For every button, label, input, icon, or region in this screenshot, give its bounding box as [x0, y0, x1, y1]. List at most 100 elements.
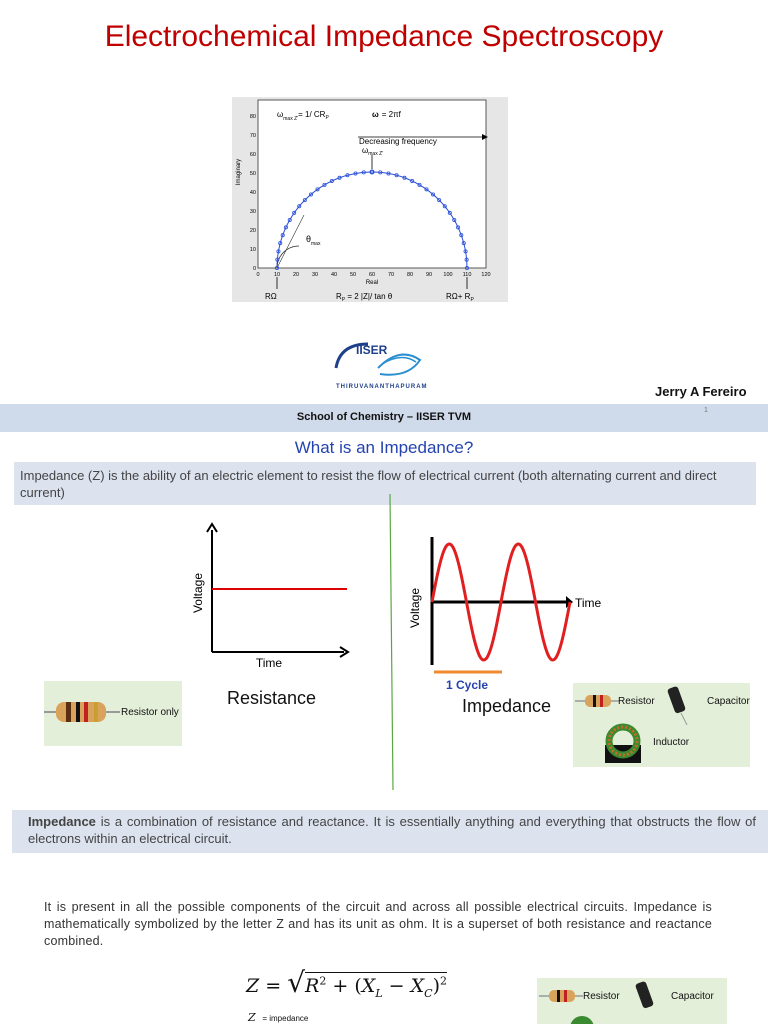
x-label: Time [256, 656, 283, 670]
curve-dot [437, 198, 442, 203]
curve-dot [275, 265, 280, 270]
formula-r: R [305, 975, 320, 997]
capacitor-icon [667, 686, 688, 725]
arrowhead [339, 646, 350, 658]
x-tick-label: 50 [350, 272, 356, 278]
logo-wave [377, 353, 422, 376]
x-tick-label: 120 [481, 272, 490, 278]
x-tick-label: 60 [369, 272, 375, 278]
resistor-body [56, 702, 106, 722]
curve-dot [276, 249, 281, 254]
curve-dot [280, 233, 285, 238]
curve-dot [292, 210, 297, 215]
y-tick-label: 60 [250, 152, 256, 158]
curve-dot [464, 257, 469, 262]
curve-dot [322, 182, 327, 187]
sine-wave [430, 542, 572, 662]
x-tick-label: 100 [443, 272, 452, 278]
title: Electrochemical Impedance Spectroscopy [104, 20, 664, 53]
r-sum: RΩ+ RP [446, 292, 474, 302]
theta-line [276, 214, 305, 269]
formula-x: X [410, 975, 425, 997]
capacitor-label: Capacitor [671, 991, 714, 1002]
curve-dot [459, 233, 464, 238]
curve-dot [337, 175, 342, 180]
legend: Z = impedance [248, 1011, 308, 1024]
x-tick-label: 80 [407, 272, 413, 278]
logo: IISER THIRUVANANTHAPURAM [334, 342, 427, 390]
curve-dot [417, 182, 422, 187]
y-tick-label: 40 [250, 190, 256, 196]
x-tick-label: 70 [388, 272, 394, 278]
curve-dot [424, 187, 429, 192]
x-label: Time [575, 596, 602, 610]
x-tick-label: 10 [274, 272, 280, 278]
curve-dot [410, 178, 415, 183]
curve-dot [464, 265, 469, 270]
resistor-icon [575, 695, 619, 707]
omega-label: ωmax Z'= 1/ CRP [277, 110, 329, 122]
curve-dot [329, 178, 334, 183]
logo-wave [381, 356, 417, 365]
y-tick-label: 70 [250, 133, 256, 139]
y-tick-label: 80 [250, 114, 256, 120]
footer: School of Chemistry – IISER TVM [296, 411, 472, 423]
y-tick-label: 10 [250, 247, 256, 253]
theta-arc [276, 245, 300, 269]
curve-dot [447, 210, 452, 215]
y-tick-label: 0 [253, 266, 256, 272]
arrowhead [482, 134, 488, 140]
definition-box: Impedance (Z) is the ability of an elect… [14, 462, 756, 505]
x-tick-label: 0 [256, 272, 259, 278]
graphs: Voltage Time Voltage Time 1 Cycle [191, 493, 602, 791]
curve-dot [353, 171, 358, 176]
capacitor-label: Capacitor [707, 696, 750, 707]
curve-dot [302, 198, 307, 203]
arrowhead [206, 522, 218, 533]
y-tick-label: 30 [250, 209, 256, 215]
curve-dot [287, 218, 292, 223]
legend-text: = impedance [262, 1014, 309, 1023]
curve-dot [297, 204, 302, 209]
resistor-label: Resistor only [121, 707, 179, 718]
curve-dot [278, 241, 283, 246]
resistor-icon [539, 990, 583, 1002]
decreasing-label: Decreasing frequency [359, 137, 437, 146]
curve-dot [461, 241, 466, 246]
inductor-label: Inductor [653, 737, 690, 748]
curve-dot [456, 225, 461, 230]
resistor-label: Resistor [583, 991, 620, 1002]
curve-dot [378, 170, 383, 175]
semicircle [276, 171, 468, 269]
formula-x: X [361, 975, 376, 997]
formula-exp: 2 [319, 974, 327, 988]
bold-term: Impedance [28, 814, 96, 829]
page-number: 1 [704, 407, 708, 414]
top-dot [369, 169, 375, 175]
logo-name: IISER [356, 343, 388, 357]
y-label: Voltage [408, 588, 422, 628]
heading: What is an Impedance? [294, 438, 474, 457]
x-tick-label: 110 [463, 272, 472, 278]
cycle-label: 1 Cycle [446, 678, 488, 692]
resistor-icon [44, 702, 120, 722]
curve-dot [345, 173, 350, 178]
curve-dot [452, 218, 457, 223]
y-tick-label: 50 [250, 171, 256, 177]
legend-symbol: Z [248, 1011, 256, 1024]
x-tick-label: 20 [293, 272, 299, 278]
curve-dot [386, 171, 391, 176]
curve-dot [283, 225, 288, 230]
inductor-icon [605, 723, 641, 763]
curve-dot [315, 187, 320, 192]
impedance-box: Impedance is a combination of resistance… [12, 810, 768, 853]
y-tick-label: 20 [250, 228, 256, 234]
omega2-label: ω = 2πf [372, 110, 402, 119]
x-tick-label: 30 [312, 272, 318, 278]
nyquist-figure: ωmax Z'= 1/ CRP ω = 2πf Decreasing freque… [232, 97, 508, 302]
curve-dot [275, 257, 280, 262]
curve-dot [308, 192, 313, 197]
y-axis-label: Imaginary [236, 159, 242, 185]
impedance-caption: Impedance [462, 696, 552, 716]
formula-c: C [424, 986, 433, 1000]
